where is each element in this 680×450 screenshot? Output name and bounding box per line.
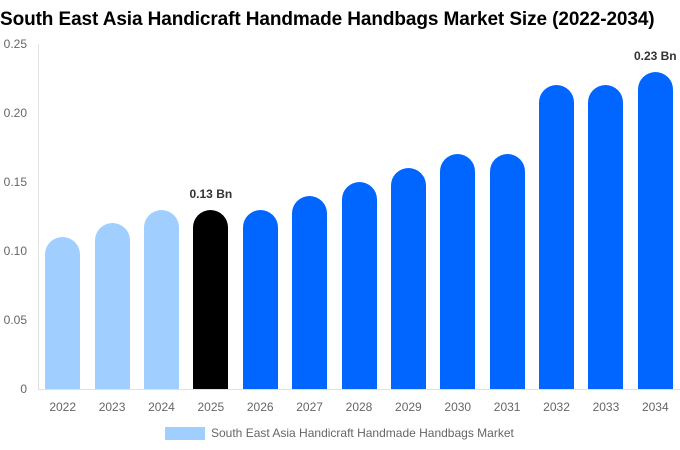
bar-2033[interactable]: [588, 85, 624, 389]
bar-2025[interactable]: [193, 209, 229, 389]
bar-2029[interactable]: [390, 168, 426, 389]
x-tick-label: 2029: [395, 400, 422, 414]
x-tick-label: 2031: [493, 400, 521, 414]
x-axis-line: [38, 389, 680, 390]
legend-swatch: [165, 426, 205, 440]
bar-2034[interactable]: [637, 71, 673, 389]
bar-2028[interactable]: [341, 182, 377, 389]
x-tick-label: 2034: [641, 400, 669, 414]
x-tick-label: 2033: [592, 400, 620, 414]
x-tick-label: 2022: [49, 400, 77, 414]
x-tick-label: 2030: [444, 400, 472, 414]
x-tick-label: 2023: [98, 400, 126, 414]
bar-value-label: 0.23 Bn: [633, 48, 677, 63]
bar-2030[interactable]: [440, 154, 476, 389]
bar-2026[interactable]: [242, 209, 278, 389]
bar-2022[interactable]: [45, 237, 81, 389]
x-tick-label: 2024: [148, 400, 175, 414]
x-tick-label: 2028: [345, 400, 373, 414]
legend-label: South East Asia Handicraft Handmade Hand…: [211, 426, 514, 440]
bar-2032[interactable]: [539, 85, 575, 389]
bar-2027[interactable]: [292, 195, 328, 389]
y-tick-label: 0.05: [3, 313, 27, 327]
x-tick-label: 2026: [246, 400, 274, 414]
bar-2031[interactable]: [489, 154, 525, 389]
x-tick-label: 2025: [197, 400, 225, 414]
x-tick-label: 2032: [543, 400, 570, 414]
y-tick-label: 0.10: [3, 244, 27, 258]
chart-title: South East Asia Handicraft Handmade Hand…: [0, 9, 655, 30]
y-tick-label: 0.25: [3, 37, 27, 51]
legend[interactable]: South East Asia Handicraft Handmade Hand…: [165, 426, 514, 440]
bar-2023[interactable]: [94, 223, 130, 389]
y-tick-label: 0: [20, 382, 27, 396]
x-tick-label: 2027: [296, 400, 323, 414]
y-tick-label: 0.15: [3, 175, 27, 189]
bar-2024[interactable]: [143, 209, 179, 389]
y-axis-line: [38, 44, 39, 390]
plot-area: [38, 44, 680, 389]
y-tick-label: 0.20: [3, 106, 27, 120]
bar-value-label: 0.13 Bn: [189, 186, 233, 201]
